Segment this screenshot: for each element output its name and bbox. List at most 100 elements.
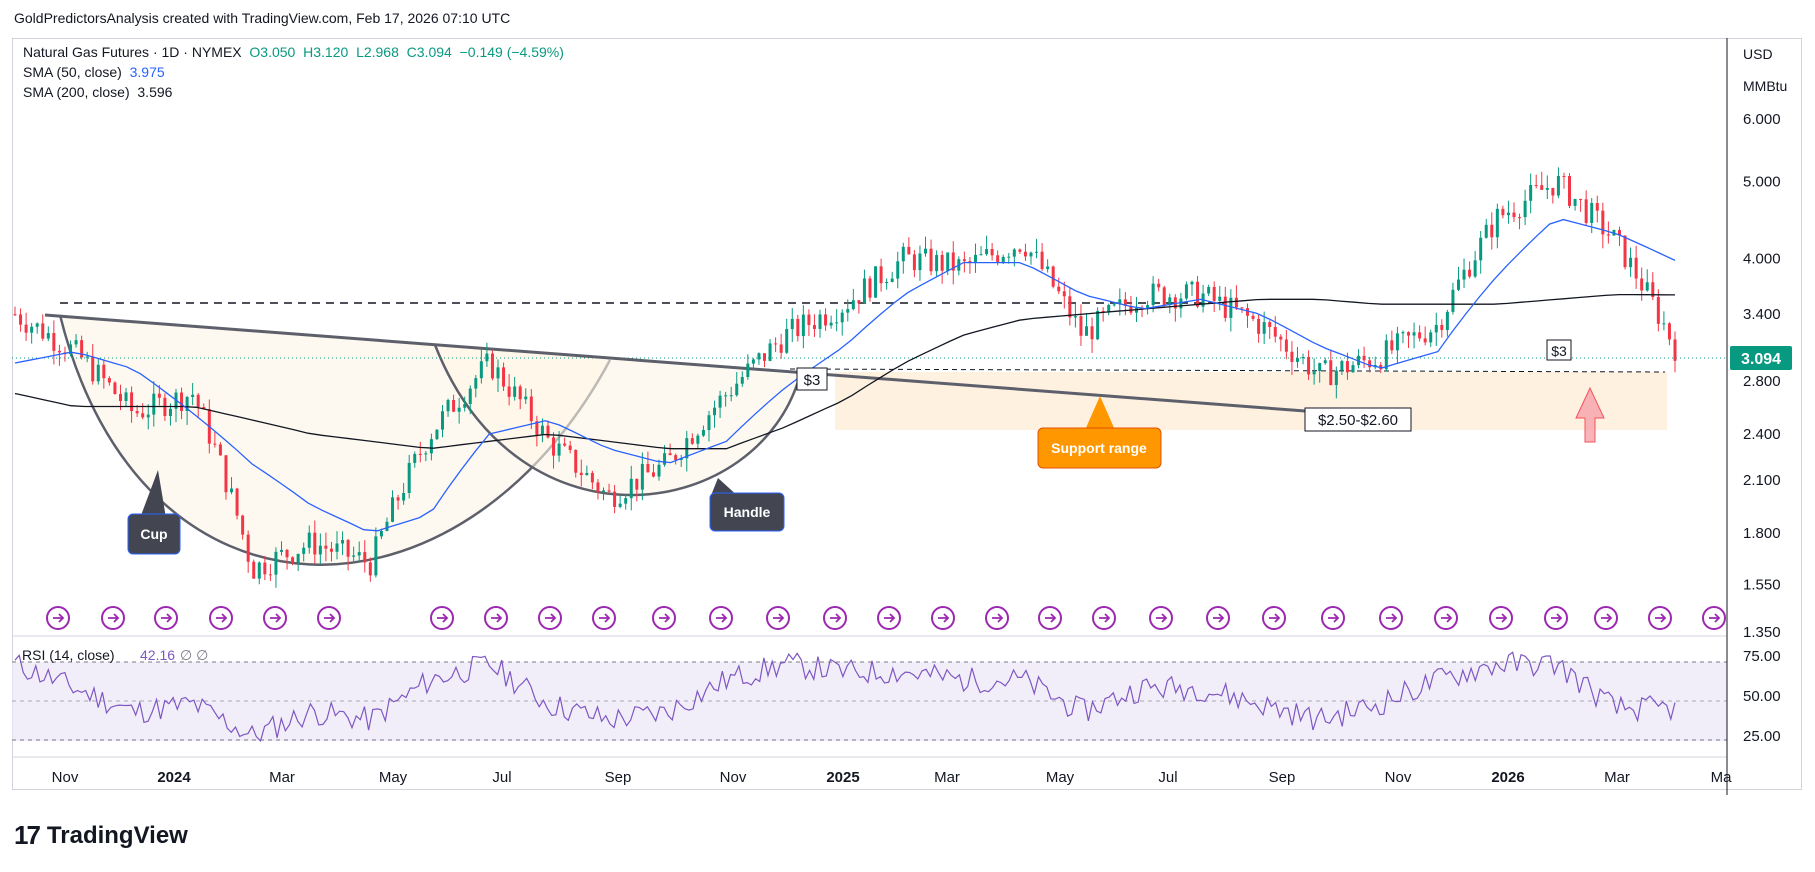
candle-body (235, 488, 239, 516)
candle-body (929, 248, 933, 272)
candle-body (268, 574, 272, 576)
event-arrow-icon (1269, 613, 1281, 623)
cup-callout[interactable]: Cup (127, 470, 181, 555)
candle-body (329, 548, 333, 552)
candle-body (529, 396, 533, 422)
chart-credit: GoldPredictorsAnalysis created with Trad… (14, 10, 511, 26)
candle-body (418, 453, 422, 455)
candle-body (973, 254, 977, 263)
candle-body (1151, 283, 1155, 306)
handle-callout[interactable]: Handle (709, 478, 785, 532)
last-price-tag[interactable]: 3.094 (1730, 346, 1792, 370)
support-price-tag[interactable]: $2.50-$2.60 (1304, 407, 1412, 432)
candle-body (402, 492, 406, 501)
event-arrow-icon (1655, 613, 1667, 623)
candle-body (552, 437, 556, 456)
symbol-legend[interactable]: Natural Gas Futures · 1D · NYMEX O3.050 … (23, 44, 564, 60)
candle-body (479, 361, 483, 379)
price-chart[interactable]: Cup Handle Support range $3 $3 $2.50-$2.… (0, 0, 1815, 800)
candle-body (1368, 360, 1372, 368)
candle-body (35, 323, 39, 327)
candle-body (485, 353, 489, 362)
candle-body (1651, 282, 1655, 298)
price-axis[interactable]: 6.000 5.000 4.000 3.400 2.800 2.400 2.100 1.800… (1743, 111, 1781, 641)
candle-body (968, 261, 972, 263)
trendline (44, 313, 1306, 413)
candle-body (1001, 256, 1005, 262)
candle-body (1579, 198, 1583, 200)
candle-body (241, 515, 245, 535)
price-axis-label: 3.400 (1743, 306, 1781, 323)
event-arrow-icon (716, 613, 728, 623)
sma200-legend[interactable]: SMA (200, close) 3.596 (23, 84, 172, 100)
candle-body (379, 530, 383, 537)
sma50-line (14, 218, 1676, 532)
candle-body (285, 549, 289, 558)
sma200-label: SMA (200, close) (23, 84, 130, 100)
candle-body (157, 393, 161, 398)
candle-body (618, 503, 622, 507)
event-arrow-icon (270, 613, 282, 623)
candle-body (785, 329, 789, 353)
candle-body (91, 356, 95, 382)
rsi-axis[interactable]: 75.00 50.00 25.00 (1743, 648, 1781, 745)
support-price-label: $2.50-$2.60 (1318, 412, 1398, 429)
time-axis[interactable]: Nov 2024 Mar May Jul Sep Nov 2025 Mar May Jul Sep No… (52, 769, 1732, 786)
time-axis-label: May (379, 769, 408, 786)
candle-body (774, 343, 778, 345)
support-range-callout[interactable]: Support range (1037, 396, 1162, 469)
event-arrow-icon (491, 613, 503, 623)
event-arrow-icon (545, 613, 557, 623)
rsi-axis-label: 75.00 (1743, 648, 1781, 665)
candle-body (696, 435, 700, 444)
candle-body (874, 266, 878, 298)
candle-body (1234, 297, 1238, 308)
candle-body (1223, 296, 1227, 318)
candle-body (80, 340, 84, 358)
candle-body (1351, 365, 1355, 373)
candle-body (341, 539, 345, 544)
cup-label: Cup (140, 526, 167, 542)
candle-body (302, 547, 306, 554)
support-range-label: Support range (1051, 440, 1147, 456)
level-3-right-tag[interactable]: $3 (1546, 339, 1572, 361)
sma50-label: SMA (50, close) (23, 64, 122, 80)
candle-body (152, 393, 156, 415)
candle-body (1601, 210, 1605, 235)
candle-body (279, 549, 283, 552)
tradingview-logo[interactable]: 17 TradingView (14, 820, 188, 851)
candle-body (607, 490, 611, 492)
candle-body (69, 344, 73, 355)
sma50-legend[interactable]: SMA (50, close) 3.975 (23, 64, 165, 80)
candle-body (1412, 332, 1416, 336)
candle-body (640, 463, 644, 490)
candle-body (1423, 338, 1427, 343)
candle-body (1673, 339, 1677, 361)
candle-body (1068, 296, 1072, 318)
handle-arc (433, 344, 802, 497)
event-arrow-icon (1441, 613, 1453, 623)
level-3-left-tag[interactable]: $3 (796, 367, 828, 391)
price-axis-label: 5.000 (1743, 174, 1781, 191)
candle-body (1540, 185, 1544, 190)
candle-body (452, 399, 456, 412)
time-axis-label: Ma (1711, 769, 1732, 786)
time-axis-label: Nov (720, 769, 747, 786)
event-arrow-icon (773, 613, 785, 623)
candle-body (1345, 361, 1349, 373)
candle-body (1568, 176, 1572, 206)
last-price-value: 3.094 (1741, 351, 1781, 368)
candle-body (896, 261, 900, 279)
event-markers[interactable] (46, 606, 1726, 630)
candle-body (474, 378, 478, 389)
candle-body (962, 259, 966, 262)
candle-body (141, 413, 145, 418)
candle-body (1518, 217, 1522, 219)
time-axis-label: Jul (1158, 769, 1177, 786)
candle-body (1112, 304, 1116, 306)
price-change: −0.149 (−4.59%) (459, 44, 564, 60)
event-arrow-icon (216, 613, 228, 623)
candle-body (274, 551, 278, 575)
time-axis-label: Jul (492, 769, 511, 786)
candle-body (1190, 281, 1194, 285)
